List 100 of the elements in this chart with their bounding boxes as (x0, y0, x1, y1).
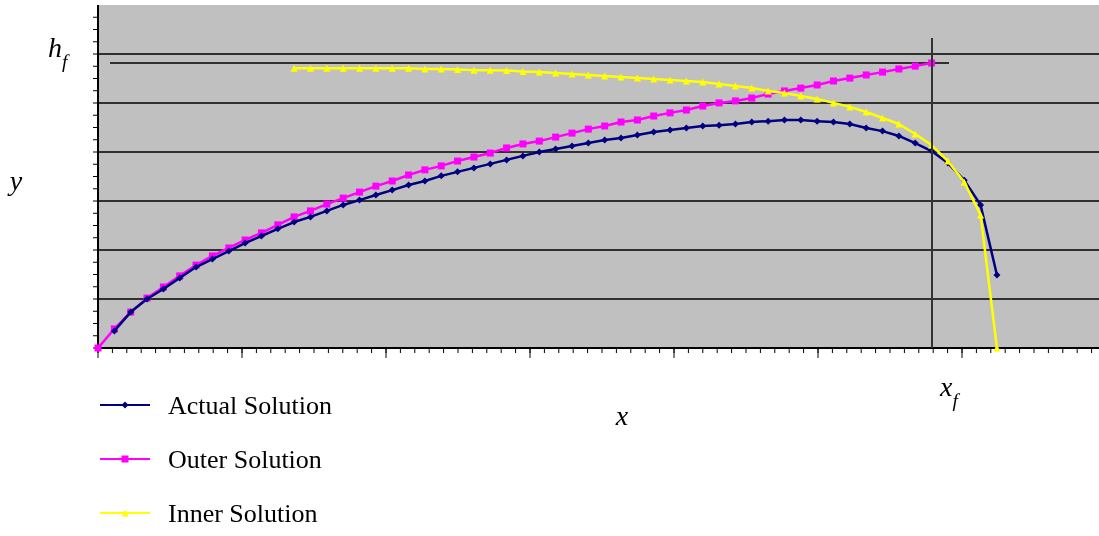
point (339, 64, 347, 72)
point (306, 213, 314, 221)
point (895, 132, 903, 140)
point (682, 106, 690, 114)
point (601, 136, 609, 144)
point (633, 74, 641, 82)
point (405, 181, 413, 189)
legend-label: Outer Solution (168, 445, 322, 474)
point (829, 77, 837, 85)
point (535, 68, 543, 76)
legend-label: Inner Solution (168, 499, 318, 528)
point (584, 125, 592, 133)
point (617, 118, 625, 126)
point (454, 157, 462, 165)
point (568, 129, 576, 137)
point (486, 160, 494, 168)
point (748, 84, 756, 92)
x-axis-title: x (614, 400, 629, 431)
point (437, 162, 445, 170)
point (911, 62, 919, 70)
point (470, 164, 478, 172)
point (470, 66, 478, 74)
point (715, 80, 723, 88)
point (879, 68, 887, 76)
point (846, 120, 854, 128)
point (372, 191, 380, 199)
point (699, 102, 707, 110)
point (895, 65, 903, 73)
point (356, 188, 364, 196)
point (356, 196, 364, 204)
point (470, 153, 478, 161)
point (813, 81, 821, 89)
point (633, 116, 641, 124)
point (862, 124, 870, 132)
point (797, 84, 805, 92)
point (911, 139, 919, 147)
point (290, 64, 298, 72)
point (813, 117, 821, 125)
point (568, 70, 576, 78)
point (601, 122, 609, 130)
point (421, 166, 429, 174)
point (650, 112, 658, 120)
point (601, 72, 609, 80)
point (633, 131, 641, 139)
point (323, 200, 331, 208)
text: x$_{f}$ (939, 371, 961, 411)
y-axis-title: y (6, 165, 23, 196)
legend-label: Actual Solution (168, 391, 332, 420)
point (748, 94, 756, 102)
point (323, 207, 331, 215)
point (323, 64, 331, 72)
point (731, 82, 739, 90)
point (486, 66, 494, 74)
point (306, 64, 314, 72)
point (977, 201, 985, 209)
point (405, 64, 413, 72)
point (846, 74, 854, 82)
point (666, 126, 674, 134)
point (388, 186, 396, 194)
point (372, 64, 380, 72)
point (552, 133, 560, 141)
point (699, 78, 707, 86)
point (666, 109, 674, 117)
ref-line-label: h$_{f}$ (48, 32, 70, 72)
point (879, 114, 887, 122)
point (388, 64, 396, 72)
point (617, 73, 625, 81)
point (503, 144, 511, 152)
point (797, 116, 805, 124)
point (650, 128, 658, 136)
point (421, 177, 429, 185)
point (764, 117, 772, 125)
point (405, 171, 413, 179)
point (829, 99, 837, 107)
point (519, 68, 527, 76)
point (568, 142, 576, 150)
point (454, 66, 462, 74)
point (535, 148, 543, 156)
point (879, 127, 887, 135)
point (715, 99, 723, 107)
point (339, 201, 347, 209)
point (993, 344, 1001, 352)
point (306, 207, 314, 215)
point (290, 218, 298, 226)
point (519, 140, 527, 148)
point (666, 76, 674, 84)
point (372, 182, 380, 190)
point (535, 137, 543, 145)
point (356, 64, 364, 72)
point (993, 271, 1001, 279)
point (388, 177, 396, 185)
point (339, 194, 347, 202)
point (797, 92, 805, 100)
point (454, 168, 462, 176)
point (503, 66, 511, 74)
point (486, 149, 494, 157)
point (731, 97, 739, 105)
point (437, 172, 445, 180)
point (503, 156, 511, 164)
point (552, 145, 560, 153)
